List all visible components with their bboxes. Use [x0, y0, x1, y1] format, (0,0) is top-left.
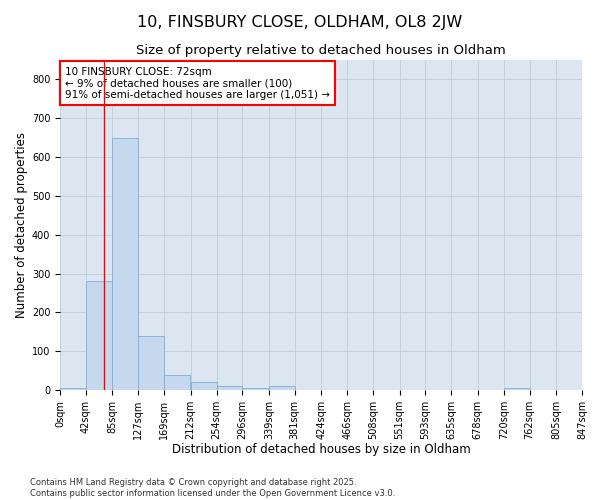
Bar: [138, 336, 164, 390]
Text: 10, FINSBURY CLOSE, OLDHAM, OL8 2JW: 10, FINSBURY CLOSE, OLDHAM, OL8 2JW: [137, 15, 463, 30]
Text: 10 FINSBURY CLOSE: 72sqm
← 9% of detached houses are smaller (100)
91% of semi-d: 10 FINSBURY CLOSE: 72sqm ← 9% of detache…: [65, 66, 330, 100]
Bar: [504, 388, 530, 390]
Bar: [269, 386, 295, 390]
Bar: [112, 138, 138, 390]
Title: Size of property relative to detached houses in Oldham: Size of property relative to detached ho…: [136, 44, 506, 58]
Bar: [191, 382, 217, 390]
Bar: [217, 386, 242, 390]
Bar: [242, 388, 268, 390]
X-axis label: Distribution of detached houses by size in Oldham: Distribution of detached houses by size …: [172, 444, 470, 456]
Bar: [164, 375, 190, 390]
Y-axis label: Number of detached properties: Number of detached properties: [14, 132, 28, 318]
Text: Contains HM Land Registry data © Crown copyright and database right 2025.
Contai: Contains HM Land Registry data © Crown c…: [30, 478, 395, 498]
Bar: [60, 388, 86, 390]
Bar: [86, 282, 112, 390]
